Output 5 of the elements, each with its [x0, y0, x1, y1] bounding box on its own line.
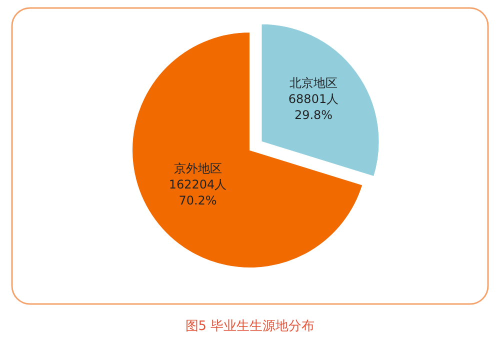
data-label: 68801人 29.8% [288, 92, 339, 122]
slice-label: 北京地区 [290, 76, 338, 90]
slice-label: 京外地区 [174, 162, 222, 176]
text: 图5 毕业生生源地分布 [185, 319, 315, 334]
data-label: 162204人 70.2% [168, 178, 227, 208]
